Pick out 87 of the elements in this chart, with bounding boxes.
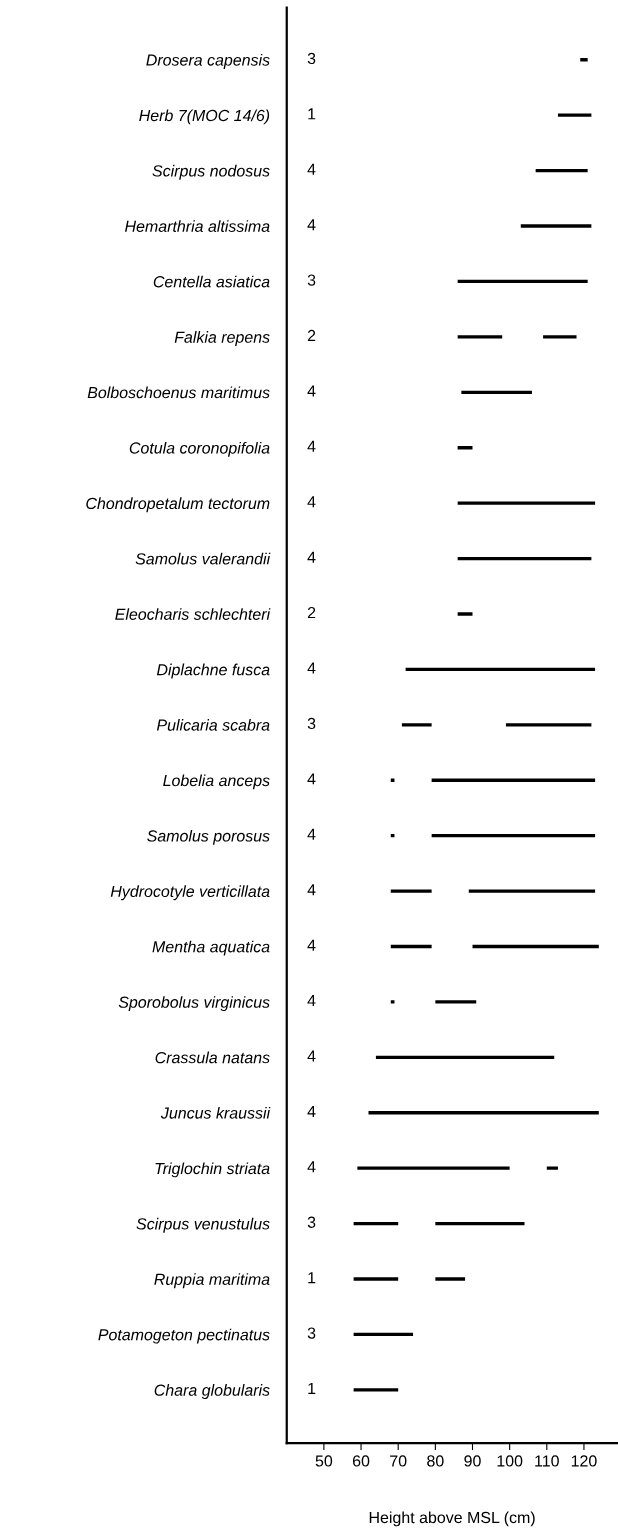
annotation: 2 <box>307 606 316 619</box>
y-tick-label: Bolboschoenus maritimus <box>87 386 270 399</box>
bar <box>457 279 588 284</box>
annotation: 3 <box>307 1216 316 1228</box>
annotation: 4 <box>307 496 316 508</box>
annotation: 4 <box>307 219 316 231</box>
x-tick-label: 120 <box>571 1455 597 1467</box>
bar <box>431 834 596 838</box>
annotation: 3 <box>307 274 316 286</box>
annotation: 1 <box>308 1383 316 1394</box>
bar <box>457 335 503 339</box>
y-tick-label: Herb 7(MOC 14/6) <box>139 109 270 125</box>
bar <box>468 889 596 893</box>
y-tick-label: Crassula natans <box>155 1051 270 1064</box>
y-tick-label: Chondropetalum tectorum <box>86 497 270 513</box>
x-tick-label: 80 <box>427 1455 444 1467</box>
x-tick-label: 100 <box>497 1455 523 1467</box>
y-tick-label: Lobelia anceps <box>163 774 270 790</box>
y-tick-label: Pulicaria scabra <box>156 719 270 731</box>
x-tick-label: 110 <box>535 1455 559 1467</box>
annotation: 4 <box>307 1105 316 1117</box>
bar <box>457 556 592 561</box>
annotation: 4 <box>307 828 316 840</box>
annotation: 4 <box>307 551 316 563</box>
annotation: 4 <box>307 884 316 896</box>
annotation: 4 <box>307 995 316 1007</box>
y-tick-label: Eleocharis schlechteri <box>115 608 271 620</box>
annotation: 2 <box>307 329 316 342</box>
annotation: 4 <box>307 440 316 452</box>
annotation: 3 <box>307 717 316 730</box>
bar <box>390 1000 395 1004</box>
annotation: 4 <box>307 1050 316 1062</box>
y-tick-label: Juncus kraussii <box>160 1106 271 1119</box>
bar <box>535 168 588 173</box>
y-tick-label: Samolus valerandii <box>135 552 271 565</box>
y-tick-label: Chara globularis <box>154 1384 270 1399</box>
y-tick-label: Sporobolus virginicus <box>118 996 270 1012</box>
bar <box>353 1277 399 1281</box>
bar <box>435 1277 466 1281</box>
bar <box>520 224 592 228</box>
annotation: 1 <box>308 108 316 120</box>
y-tick-label: Scirpus venustulus <box>136 1217 270 1233</box>
bar <box>435 1000 477 1004</box>
bar <box>353 1388 399 1392</box>
bar <box>375 1055 555 1060</box>
y-tick-label: Potamogeton pectinatus <box>98 1328 270 1344</box>
y-tick-label: Centella asiatica <box>153 275 270 288</box>
annotation: 4 <box>307 773 316 785</box>
annotation: 4 <box>307 662 316 674</box>
y-tick-label: Mentha aquatica <box>152 940 270 956</box>
bar <box>461 390 532 394</box>
x-tick-label: 50 <box>315 1455 333 1467</box>
x-tick-label: 70 <box>390 1455 407 1467</box>
bar <box>405 667 596 672</box>
annotation: 4 <box>307 1161 316 1173</box>
x-tick-label: 90 <box>464 1455 481 1467</box>
bar <box>457 612 473 616</box>
bar <box>505 723 592 727</box>
y-tick-label: Drosera capensis <box>146 53 270 69</box>
y-tick-label: Triglochin striata <box>155 1162 270 1178</box>
y-tick-label: Cotula coronopifolia <box>129 441 270 457</box>
bar <box>431 778 596 782</box>
bar <box>457 501 596 505</box>
bar <box>401 723 432 727</box>
x-tick-label: 60 <box>352 1455 370 1467</box>
bar <box>357 1166 510 1170</box>
bar <box>390 944 432 949</box>
bar <box>580 58 588 62</box>
annotation: 4 <box>307 385 316 397</box>
annotation: 3 <box>307 1327 316 1339</box>
annotation: 4 <box>307 939 316 951</box>
annotation: 4 <box>307 163 316 175</box>
y-tick-label: Ruppia maritima <box>154 1273 270 1289</box>
y-tick-label: Hemarthria altissima <box>125 220 270 232</box>
bar <box>472 944 599 949</box>
y-tick-label: Falkia repens <box>174 331 270 346</box>
y-tick-label: Diplachne fusca <box>156 663 270 679</box>
bar <box>435 1221 525 1226</box>
y-tick-label: Hydrocotyle verticillata <box>110 885 270 901</box>
bar <box>368 1111 599 1115</box>
annotation: 1 <box>308 1272 316 1284</box>
y-tick-label: Scirpus nodosus <box>152 164 270 180</box>
annotation: 3 <box>307 52 316 65</box>
x-axis-title: Height above MSL (cm) <box>369 1511 535 1527</box>
y-tick-label: Samolus porosus <box>147 829 270 845</box>
bar <box>543 335 577 339</box>
bar <box>390 889 432 893</box>
